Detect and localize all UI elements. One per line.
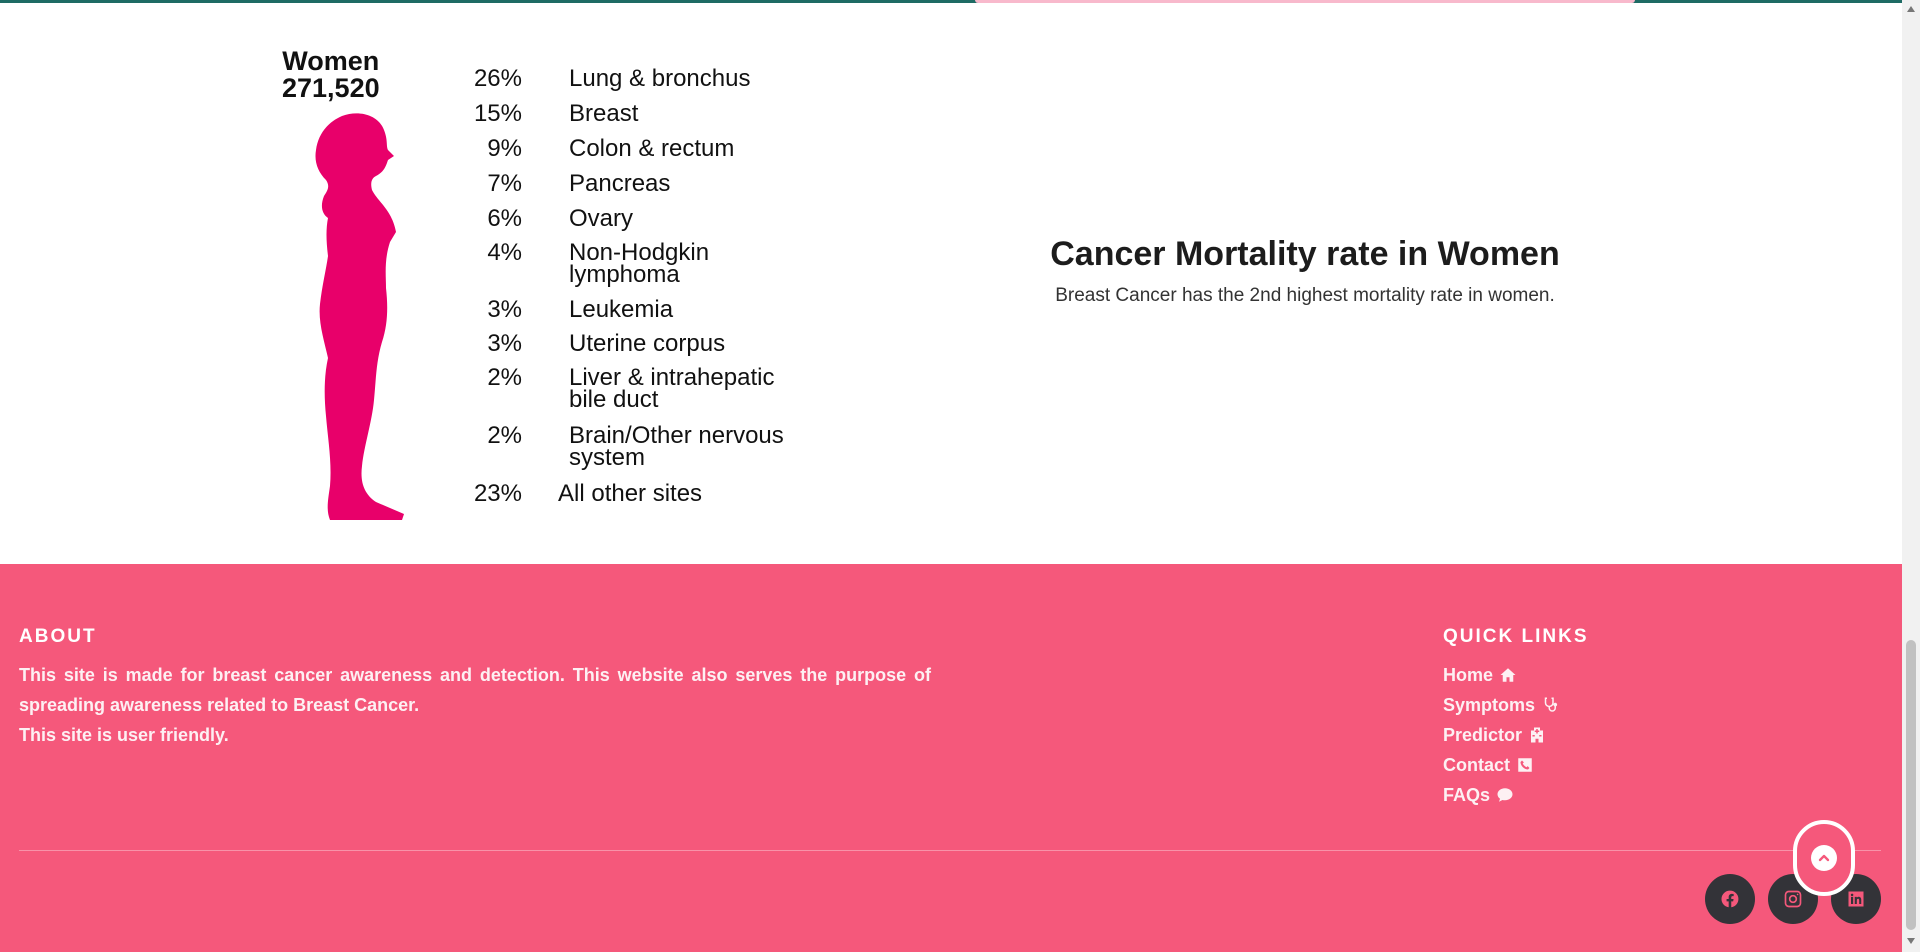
site-line: Lung & bronchus <box>569 65 751 92</box>
site-line: Breast <box>569 100 639 127</box>
instagram-icon <box>1784 890 1802 908</box>
site-line: Leukemia <box>569 296 674 323</box>
site-line: Uterine corpus <box>569 330 726 357</box>
infographic-percent: 2% <box>487 364 522 391</box>
infographic-percent: 3% <box>487 296 522 323</box>
quick-link-faqs[interactable]: FAQs <box>1443 780 1559 810</box>
infographic-site: Breast <box>569 100 899 127</box>
quick-link-label: Home <box>1443 665 1494 685</box>
infographic-site: Brain/Other nervous system <box>569 422 899 471</box>
hospital-icon <box>1531 727 1544 743</box>
scroll-up-badge <box>1811 845 1837 871</box>
site-line: bile duct <box>569 386 659 413</box>
chevron-up-icon <box>1818 854 1830 862</box>
footer: ABOUT This site is made for breast cance… <box>0 564 1902 952</box>
quick-link-home[interactable]: Home <box>1443 660 1559 690</box>
quick-links-title: QUICK LINKS <box>1443 626 1589 647</box>
quick-link-label: FAQs <box>1443 785 1491 805</box>
top-border <box>0 0 1920 3</box>
footer-divider <box>19 850 1881 851</box>
phone-icon <box>1518 758 1532 772</box>
infographic-percent: 7% <box>487 170 522 197</box>
stethoscope-icon <box>1544 697 1558 712</box>
scroll-down-arrow[interactable] <box>1907 938 1915 944</box>
woman-silhouette-icon <box>315 113 404 520</box>
chat-icon <box>1497 788 1513 802</box>
quick-link-predictor[interactable]: Predictor <box>1443 720 1559 750</box>
linkedin-icon <box>1848 891 1864 907</box>
scroll-thumb[interactable] <box>1906 640 1916 930</box>
quick-link-symptoms[interactable]: Symptoms <box>1443 690 1559 720</box>
infographic-percent: 9% <box>487 135 522 162</box>
quick-link-contact[interactable]: Contact <box>1443 750 1559 780</box>
site-line: All other sites <box>558 480 703 507</box>
infographic-percent: 4% <box>487 239 522 266</box>
infographic-site: Ovary <box>569 205 899 232</box>
mortality-text: Breast Cancer has the 2nd highest mortal… <box>1055 285 1555 306</box>
infographic-site: Uterine corpus <box>569 330 899 357</box>
infographic-site: Liver & intrahepatic bile duct <box>569 364 899 413</box>
scroll-up-arrow[interactable] <box>1907 6 1915 12</box>
site-line: Colon & rectum <box>569 135 735 162</box>
about-paragraph: This site is made for breast cancer awar… <box>19 665 931 715</box>
facebook-button[interactable] <box>1705 874 1755 924</box>
infographic-site: Non-Hodgkin lymphoma <box>569 239 899 288</box>
women-cancer-deaths-infographic: Women 271,520 26% Lung & bronchus 15% Breas… <box>270 40 890 530</box>
about-title: ABOUT <box>19 626 97 647</box>
facebook-icon <box>1721 890 1739 908</box>
site-line: Non-Hodgkin <box>569 239 710 266</box>
home-icon <box>1500 668 1516 682</box>
infographic-site: All other sites <box>558 480 888 507</box>
infographic-percent: 6% <box>487 205 522 232</box>
site-line: lymphoma <box>569 261 680 288</box>
site-line: Pancreas <box>569 170 671 197</box>
about-paragraph-friendly: This site is user friendly. <box>19 725 229 745</box>
about-text: This site is made for breast cancer awar… <box>19 660 931 750</box>
infographic-heading: Women 271,520 <box>282 46 380 103</box>
infographic-site: Lung & bronchus <box>569 65 899 92</box>
quick-link-label: Contact <box>1443 755 1510 775</box>
quick-link-label: Predictor <box>1443 725 1523 745</box>
mortality-section: Cancer Mortality rate in Women Breast Ca… <box>1000 232 1610 308</box>
page-scrollbar[interactable] <box>1902 0 1920 952</box>
site-line: Brain/Other nervous <box>569 422 784 449</box>
site-line: Liver & intrahepatic <box>569 364 775 391</box>
quick-links-list: Home Symptoms Predictor Contact FAQs <box>1443 660 1559 810</box>
scroll-to-top-button[interactable] <box>1793 820 1855 896</box>
infographic-percent: 2% <box>487 422 522 449</box>
infographic-percent: 23% <box>473 480 522 507</box>
infographic-percent: 3% <box>487 330 522 357</box>
quick-link-label: Symptoms <box>1443 695 1536 715</box>
section-top-accent <box>975 0 1635 3</box>
site-line: system <box>569 444 646 471</box>
infographic-percent: 26% <box>473 65 522 92</box>
mortality-title: Cancer Mortality rate in Women <box>1050 235 1560 273</box>
infographic-percent: 15% <box>473 100 522 127</box>
infographic-site: Leukemia <box>569 296 899 323</box>
infographic-site: Pancreas <box>569 170 899 197</box>
site-line: Ovary <box>569 205 634 232</box>
infographic-site: Colon & rectum <box>569 135 899 162</box>
